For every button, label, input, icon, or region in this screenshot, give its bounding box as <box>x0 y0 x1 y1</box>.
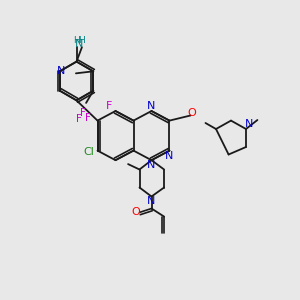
Text: F: F <box>76 113 82 124</box>
Text: F: F <box>85 113 91 123</box>
Text: Cl: Cl <box>84 147 94 157</box>
Text: N: N <box>147 196 156 206</box>
Text: N: N <box>75 39 83 49</box>
Text: N: N <box>147 160 156 170</box>
Text: N: N <box>57 66 66 76</box>
Text: N: N <box>245 118 253 129</box>
Text: H: H <box>73 36 80 45</box>
Text: N: N <box>147 100 156 111</box>
Text: O: O <box>188 107 196 118</box>
Text: N: N <box>165 151 174 161</box>
Text: F: F <box>106 100 112 111</box>
Text: O: O <box>131 207 140 218</box>
Text: H: H <box>79 36 85 45</box>
Text: F: F <box>80 108 86 118</box>
